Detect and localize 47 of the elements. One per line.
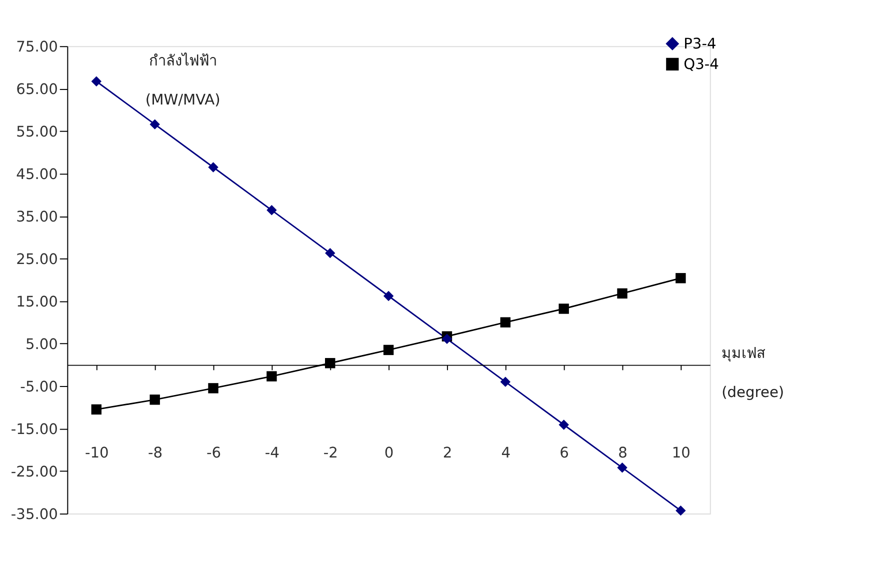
y-tick-label: 15.00 — [16, 293, 58, 310]
point — [500, 317, 511, 328]
text: มุมเฟส (degree) — [722, 345, 784, 401]
x-tick-label: -2 — [323, 444, 338, 462]
y-tick-label: 5.00 — [25, 336, 58, 353]
legend-label: Q3-4 — [684, 56, 719, 74]
x-tick-label: -8 — [148, 444, 163, 462]
point — [266, 205, 277, 216]
x-tick-label: -4 — [264, 444, 280, 462]
legend-label: P3-4 — [684, 36, 716, 53]
point — [442, 334, 452, 344]
x-tick-label: -10 — [84, 444, 109, 462]
y-tick-label: 35.00 — [16, 208, 58, 226]
x-tick-label: 6 — [560, 444, 569, 462]
point — [558, 304, 569, 314]
y-tick-label: -15.00 — [10, 420, 58, 438]
point — [266, 371, 277, 382]
x-tick-label: 4 — [501, 444, 511, 462]
point — [558, 420, 569, 430]
point — [617, 462, 628, 473]
x-tick-label: 0 — [384, 444, 394, 462]
point — [91, 404, 102, 415]
point — [383, 344, 394, 356]
x-tick-label: -6 — [206, 444, 222, 462]
y-tick-label: 75.00 — [16, 38, 58, 56]
y-tick-label: 55.00 — [16, 123, 58, 140]
y-tick-label: -25.00 — [10, 463, 58, 480]
y-tick-label: 25.00 — [16, 250, 58, 268]
point — [383, 290, 394, 302]
y-tick-label: -35.00 — [10, 506, 58, 523]
point — [500, 376, 511, 387]
point — [676, 505, 686, 516]
point — [617, 288, 628, 299]
x-tick-label: 2 — [442, 444, 452, 462]
point — [208, 162, 218, 172]
text: กำลังไฟฟ้า (MW/MVA) — [145, 52, 220, 109]
point — [150, 394, 160, 405]
point — [208, 383, 218, 394]
point — [91, 76, 102, 87]
y-tick-label: 65.00 — [16, 80, 58, 98]
point — [150, 119, 160, 130]
point — [676, 273, 686, 284]
y-tick-label: -5.00 — [20, 378, 58, 396]
x-tick-label: 8 — [618, 444, 628, 462]
x-tick-label: 10 — [672, 444, 690, 462]
point — [325, 248, 336, 258]
y-tick-label: 45.00 — [16, 166, 58, 183]
